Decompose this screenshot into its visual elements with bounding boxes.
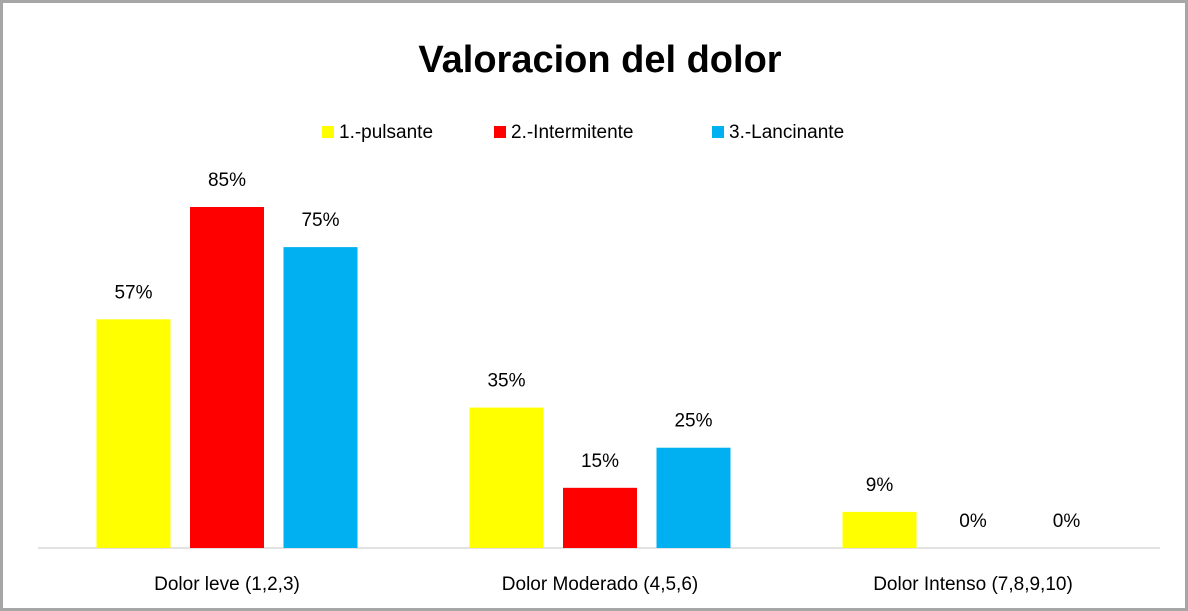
data-label: 25% — [674, 411, 712, 432]
data-label: 35% — [487, 371, 525, 392]
legend-swatch — [494, 126, 506, 138]
x-tick-label: Dolor Moderado (4,5,6) — [502, 574, 698, 595]
x-tick-label: Dolor Intenso (7,8,9,10) — [873, 574, 1073, 595]
data-label: 0% — [1053, 511, 1081, 532]
x-tick-label: Dolor leve (1,2,3) — [154, 574, 300, 595]
data-label: 75% — [301, 210, 339, 231]
bar — [656, 447, 731, 548]
bar — [96, 319, 171, 548]
data-label: 9% — [866, 475, 894, 496]
bar — [563, 487, 637, 548]
bar — [469, 407, 544, 548]
legend-label: 2.-Intermitente — [511, 122, 634, 143]
bar — [283, 247, 358, 548]
legend-label: 3.-Lancinante — [729, 122, 844, 143]
data-label: 0% — [959, 511, 987, 532]
legend-swatch — [712, 126, 724, 138]
bar — [842, 511, 917, 548]
data-label: 57% — [114, 282, 152, 303]
data-label: 85% — [208, 170, 246, 191]
legend-label: 1.-pulsante — [339, 122, 433, 143]
chart-title: Valoracion del dolor — [418, 39, 781, 81]
bar — [190, 207, 264, 548]
data-label: 15% — [581, 451, 619, 472]
legend-swatch — [322, 126, 334, 138]
